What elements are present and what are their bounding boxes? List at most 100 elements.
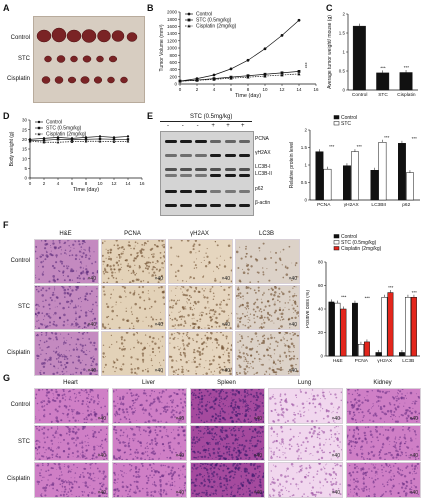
data-point — [84, 138, 88, 141]
x-tick-label: p62 — [402, 202, 410, 208]
bar — [376, 72, 390, 91]
y-tick-label: 1.5 — [301, 145, 308, 150]
magnification-label: ×40 — [87, 322, 96, 328]
panel-a-row-stc: STC — [18, 56, 30, 62]
bar — [387, 292, 394, 357]
data-point — [28, 139, 32, 143]
x-tick-label: 4 — [213, 87, 216, 92]
y-tick-label: 2 — [342, 12, 345, 17]
micrograph-texture — [236, 332, 299, 375]
x-tick-label: 10 — [262, 87, 268, 92]
magnification-label: ×40 — [331, 416, 340, 422]
y-tick-label: 1 — [342, 50, 345, 55]
chart-e-quant: 0 0.5 1 1.5 2 Relative protein level PCNA *** γH… — [289, 115, 420, 208]
bar — [381, 297, 388, 357]
micrograph-tile: ×40 — [268, 388, 343, 424]
legend-label-1: Control — [46, 120, 62, 126]
x-tick-label: LC3BII — [371, 202, 386, 208]
significance-label: *** — [412, 290, 418, 295]
bar — [323, 168, 332, 201]
bar — [358, 344, 364, 357]
significance-label: *** — [384, 135, 390, 140]
micrograph-texture — [347, 426, 420, 460]
bar — [328, 301, 335, 357]
micrograph-tile: ×40 — [190, 425, 265, 461]
y-axis-label: Positive cells (%) — [306, 290, 311, 328]
micrograph-texture — [169, 332, 232, 375]
bar — [352, 302, 358, 357]
row-label-stc: STC — [18, 439, 30, 445]
annotation: *** — [301, 62, 307, 68]
micrograph-tile: ×40 — [268, 425, 343, 461]
micrograph-texture — [347, 463, 420, 497]
x-tick-label: 12 — [279, 87, 285, 92]
micrograph-tile: ×40 — [34, 239, 99, 284]
data-point — [70, 138, 74, 141]
legend-label-2: STC (0.5mg/kg) — [196, 18, 232, 24]
x-tick-label: PCNA — [355, 358, 369, 364]
y-axis-label: Relative protein level — [289, 142, 295, 188]
magnification-label: ×40 — [409, 416, 418, 422]
x-tick-label: 16 — [313, 87, 319, 92]
data-point — [280, 73, 284, 77]
magnification-label: ×40 — [97, 416, 106, 422]
panel-label-a: A — [3, 3, 10, 13]
data-point — [246, 75, 250, 79]
significance-label: *** — [341, 294, 347, 299]
x-tick-label: 14 — [296, 87, 302, 92]
significance-label: *** — [357, 144, 363, 149]
magnification-label: ×40 — [175, 416, 184, 422]
legend-label-3: Cisplatin (2mg/kg) — [341, 246, 382, 252]
legend-swatch-2 — [333, 240, 340, 245]
bar — [351, 151, 359, 201]
x-tick-label: Control — [352, 92, 367, 98]
data-point — [84, 139, 88, 143]
series-line-3 — [29, 140, 129, 143]
micrograph-tile: ×40 — [268, 462, 343, 498]
data-point — [263, 47, 267, 51]
blot-lane-sign: - — [196, 123, 199, 129]
legend-label-2: STC (0.5mg/kg) — [46, 126, 82, 132]
series-line-2 — [179, 71, 300, 82]
blot-lane-signs: - - - + + + — [160, 123, 252, 130]
y-tick-label: 20 — [22, 137, 28, 142]
y-axis-label: Body weight (g) — [9, 131, 15, 166]
chart-b: 0 200 400 600 800 1000 1200 1400 1600 1800 2000 Tum… — [159, 10, 319, 99]
micrograph-tile: ×40 — [112, 462, 187, 498]
bar — [370, 170, 379, 201]
micrograph-tile: ×40 — [346, 388, 421, 424]
column-label-γh2ax: γH2AX — [190, 231, 209, 237]
x-tick-label: 6 — [71, 181, 74, 186]
micrograph-texture — [113, 389, 186, 423]
x-tick-label: 2 — [196, 87, 199, 92]
micrograph-tile: ×40 — [346, 462, 421, 498]
row-label-cisplatin: Cisplatin — [6, 349, 30, 356]
micrograph-texture — [113, 426, 186, 460]
data-point — [84, 136, 88, 139]
y-tick-label: 1400 — [167, 31, 178, 36]
data-point — [126, 138, 130, 141]
series-line-1 — [29, 136, 129, 140]
y-tick-label: 0 — [304, 198, 307, 203]
micrograph-texture — [102, 240, 165, 283]
column-label-lung: Lung — [297, 380, 312, 386]
magnification-label: ×40 — [409, 490, 418, 496]
tumor-photo — [33, 16, 145, 103]
panel-label-d: D — [3, 111, 10, 121]
bar — [364, 341, 370, 357]
legend-marker-1 — [187, 12, 191, 16]
column-label-liver: Liver — [141, 380, 155, 386]
data-point — [98, 137, 102, 141]
legend-label-2: STC (0.5mg/kg) — [341, 240, 377, 246]
significance-label: *** — [365, 296, 371, 301]
data-point — [195, 78, 199, 82]
series-line-1 — [179, 20, 300, 82]
column-label-lc3b: LC3B — [258, 231, 274, 237]
micrograph-texture — [35, 389, 108, 423]
y-tick-label: 5 — [24, 166, 27, 171]
column-label-kidney: Kidney — [373, 380, 392, 386]
micrograph-texture — [236, 286, 299, 329]
magnification-label: ×40 — [331, 453, 340, 459]
magnification-label: ×40 — [97, 490, 106, 496]
y-tick-label: 25 — [22, 127, 28, 132]
